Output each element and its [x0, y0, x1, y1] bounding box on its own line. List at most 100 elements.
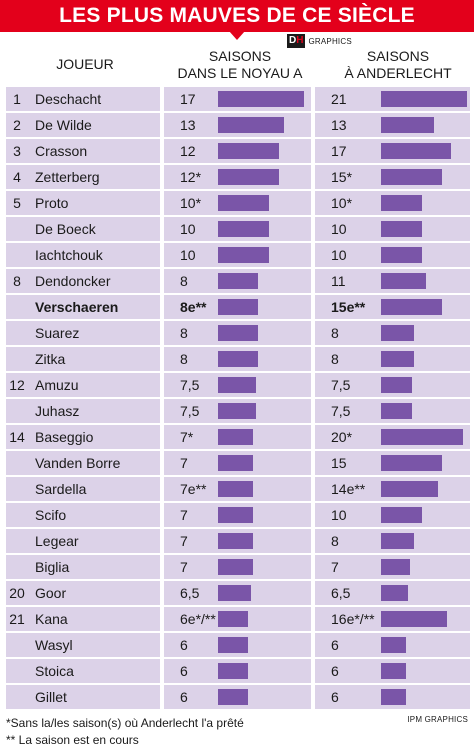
- anderlecht-bar: [381, 143, 451, 159]
- rank-label: [9, 632, 25, 658]
- noyau-bar: [218, 403, 256, 419]
- anderlecht-bar: [381, 91, 467, 107]
- player-cell: [6, 347, 160, 371]
- anderlecht-value-label: 20*: [331, 429, 353, 445]
- player-name: Juhasz: [35, 403, 80, 419]
- player-name: Iachtchouk: [35, 247, 103, 263]
- noyau-bar: [218, 377, 256, 393]
- header-noyau: SAISONS DANS LE NOYAU A: [170, 48, 310, 82]
- player-cell: [6, 217, 160, 241]
- noyau-value-label: 8: [180, 273, 188, 289]
- noyau-bar: [218, 637, 248, 653]
- player-cell: [6, 451, 160, 475]
- rank-label: [9, 502, 25, 528]
- header-anderlecht-line2: À ANDERLECHT: [344, 65, 452, 81]
- rank-label: 1: [13, 91, 21, 107]
- rank-label: [9, 658, 25, 684]
- anderlecht-bar: [381, 637, 406, 653]
- table-row: 1 Deschacht 17 21: [0, 86, 474, 112]
- noyau-value-label: 8e**: [180, 299, 207, 315]
- rank-label: 2: [13, 117, 21, 133]
- noyau-bar: [218, 455, 253, 471]
- anderlecht-value-label: 10: [331, 507, 347, 523]
- table-row: Sardella 7e** 14e**: [0, 476, 474, 502]
- noyau-bar: [218, 273, 258, 289]
- table-row: 21 Kana 6e*/** 16e*/**: [0, 606, 474, 632]
- anderlecht-bar: [381, 325, 414, 341]
- player-name: Scifo: [35, 507, 67, 523]
- anderlecht-bar: [381, 429, 463, 445]
- anderlecht-value-label: 6: [331, 689, 339, 705]
- player-cell: [6, 243, 160, 267]
- player-name: Dendoncker: [35, 273, 111, 289]
- player-cell: [6, 321, 160, 345]
- anderlecht-bar: [381, 299, 442, 315]
- anderlecht-bar: [381, 559, 410, 575]
- rank-label: [9, 242, 25, 268]
- table-row: Verschaeren 8e** 15e**: [0, 294, 474, 320]
- player-name: Zetterberg: [35, 169, 100, 185]
- noyau-value-label: 6: [180, 689, 188, 705]
- rank-label: 14: [9, 429, 25, 445]
- noyau-value-label: 8: [180, 325, 188, 341]
- table-row: Vanden Borre 7 15: [0, 450, 474, 476]
- noyau-bar: [218, 91, 304, 107]
- player-cell: [6, 503, 160, 527]
- table-row: Suarez 8 8: [0, 320, 474, 346]
- rank-label: [9, 528, 25, 554]
- anderlecht-bar: [381, 611, 447, 627]
- anderlecht-value-label: 8: [331, 533, 339, 549]
- chart-title: LES PLUS MAUVES DE CE SIÈCLE: [59, 4, 415, 27]
- credit-label: IPM GRAPHICS: [407, 715, 468, 724]
- anderlecht-bar: [381, 221, 422, 237]
- noyau-value-label: 13: [180, 117, 196, 133]
- header-noyau-line1: SAISONS: [208, 48, 272, 64]
- noyau-bar: [218, 663, 248, 679]
- noyau-bar: [218, 117, 284, 133]
- noyau-bar: [218, 429, 253, 445]
- player-cell: [6, 581, 160, 605]
- player-name: De Wilde: [35, 117, 92, 133]
- noyau-bar: [218, 585, 251, 601]
- table-row: Zitka 8 8: [0, 346, 474, 372]
- table-row: Juhasz 7,5 7,5: [0, 398, 474, 424]
- anderlecht-bar: [381, 247, 422, 263]
- anderlecht-bar: [381, 507, 422, 523]
- table-row: Legear 7 8: [0, 528, 474, 554]
- player-cell: [6, 477, 160, 501]
- noyau-value-label: 7*: [180, 429, 194, 445]
- rank-label: [9, 684, 25, 710]
- anderlecht-bar: [381, 169, 442, 185]
- player-name: Baseggio: [35, 429, 94, 445]
- noyau-value-label: 7: [180, 507, 188, 523]
- anderlecht-value-label: 15*: [331, 169, 353, 185]
- rank-label: 12: [9, 377, 25, 393]
- player-cell: [6, 373, 160, 397]
- player-name: Deschacht: [35, 91, 102, 107]
- noyau-bar: [218, 143, 279, 159]
- logo-label: GRAPHICS: [308, 36, 352, 46]
- noyau-value-label: 7: [180, 559, 188, 575]
- footnote-1: *Sans la/les saison(s) où Anderlecht l'a…: [6, 716, 244, 730]
- table-row: 2 De Wilde 13 13: [0, 112, 474, 138]
- noyau-value-label: 10*: [180, 195, 202, 211]
- anderlecht-value-label: 6: [331, 663, 339, 679]
- noyau-bar: [218, 351, 258, 367]
- rank-label: [9, 554, 25, 580]
- table-row: Biglia 7 7: [0, 554, 474, 580]
- table-row: 20 Goor 6,5 6,5: [0, 580, 474, 606]
- anderlecht-bar: [381, 351, 414, 367]
- noyau-bar: [218, 325, 258, 341]
- noyau-bar: [218, 169, 279, 185]
- noyau-bar: [218, 611, 248, 627]
- anderlecht-value-label: 15: [331, 455, 347, 471]
- table-row: 5 Proto 10* 10*: [0, 190, 474, 216]
- noyau-bar: [218, 195, 269, 211]
- rank-label: 3: [13, 143, 21, 159]
- table-row: Gillet 6 6: [0, 684, 474, 710]
- player-name: Amuzu: [35, 377, 79, 393]
- header-anderlecht: SAISONS À ANDERLECHT: [338, 48, 458, 82]
- noyau-bar: [218, 689, 248, 705]
- table-row: Wasyl 6 6: [0, 632, 474, 658]
- rank-label: [9, 346, 25, 372]
